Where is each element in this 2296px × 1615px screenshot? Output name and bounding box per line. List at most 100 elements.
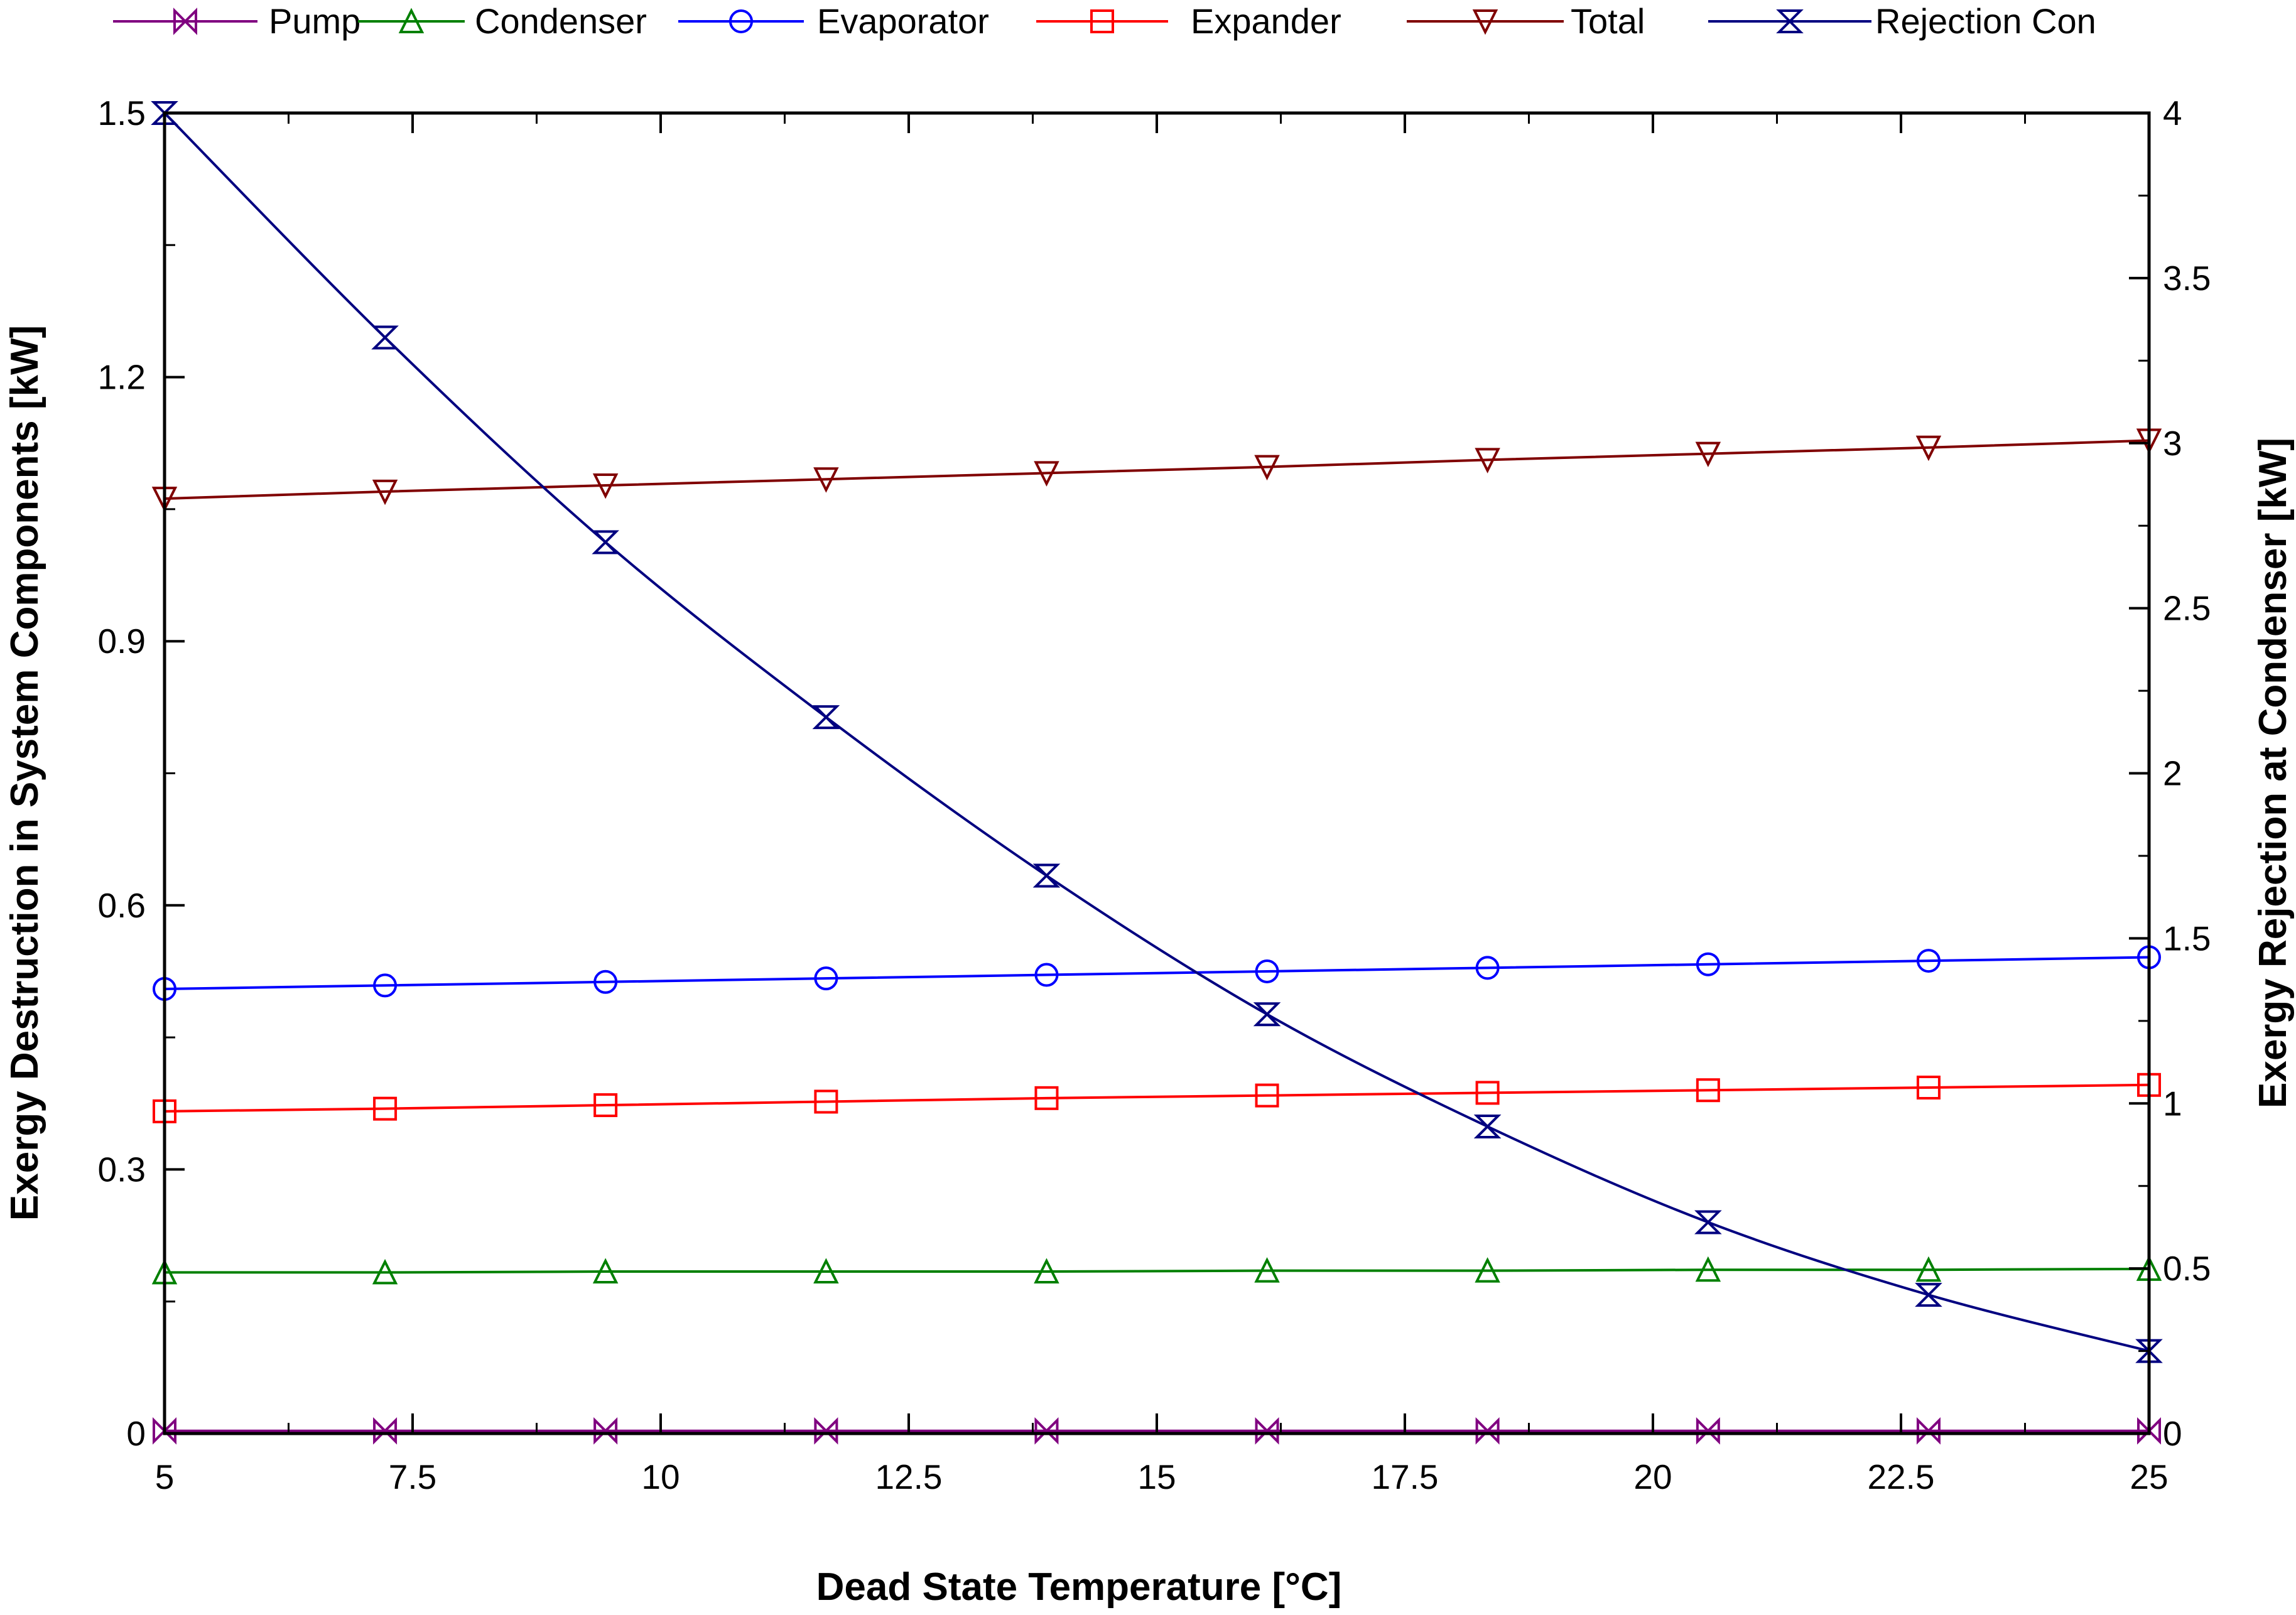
data-point-total [1254,455,1280,481]
data-point-condenser [1695,1256,1721,1282]
data-point-condenser [1034,1258,1059,1284]
x-tick-label: 12.5 [875,1457,942,1496]
legend-label-expander: Expander [1191,1,1341,41]
data-point-expander [1696,1078,1720,1103]
legend-label-evaporator: Evaporator [817,1,989,41]
data-point-evaporator [373,973,398,998]
series-evaporator [153,945,2161,1001]
legend-label-pump: Pump [269,1,360,41]
y-tick-label: 1.5 [98,94,146,132]
plot-frame [163,111,2151,1435]
series-condenser [151,1255,2162,1285]
data-point-condenser [1254,1257,1280,1283]
legend-item-condenser: Condenser [358,1,647,41]
y2-tick-label: 3 [2163,424,2182,463]
data-point-rejection-con [812,705,840,730]
x-tick-label: 22.5 [1867,1457,1934,1496]
axes: 5 7.5 10 12.5 15 17.5 20 22.5 2500.30.60.91.21.5… [98,94,2211,1496]
legend-item-evaporator: Evaporator [678,1,989,41]
data-point-expander [1255,1083,1279,1108]
data-point-evaporator [1034,963,1059,987]
data-point-evaporator [593,970,618,994]
data-point-expander [814,1089,838,1114]
y-tick-label: 1.2 [98,358,146,397]
series-expander [153,1072,2161,1123]
y2-tick-label: 3.5 [2163,259,2211,298]
y-tick-label: 0.6 [98,886,146,925]
data-point-rejection-con [1915,1283,1942,1307]
data-point-expander [1916,1076,1941,1100]
x-tick-label: 25 [2130,1457,2168,1496]
data-point-total [1034,461,1059,487]
legend: Pump Condenser Evaporator Expander Total Reje… [113,1,2096,41]
data-point-evaporator [814,966,838,991]
data-point-expander [593,1093,618,1118]
legend-marker-pump [173,8,197,35]
series-line-expander [164,1083,2150,1113]
legend-marker-condenser [398,8,425,33]
y2-tick-label: 2 [2163,754,2182,793]
y-tick-label: 0 [126,1414,146,1453]
y-tick-label: 0.3 [98,1150,146,1189]
series-line-evaporator [164,956,2150,990]
y2-tick-label: 4 [2163,94,2182,132]
plot-area [151,101,2163,1445]
series-line-total [164,439,2150,500]
legend-label-condenser: Condenser [475,1,647,41]
legend-label-total: Total [1571,1,1645,41]
legend-item-expander: Expander [1036,1,1341,41]
data-point-total [372,479,398,505]
x-tick-label: 5 [155,1457,175,1496]
data-point-total [813,467,839,493]
legend-item-pump: Pump [113,1,360,41]
data-point-expander [373,1096,398,1121]
y2-tick-label: 0.5 [2163,1249,2211,1288]
legend-marker-expander [1090,9,1114,33]
data-point-expander [1475,1081,1500,1105]
legend-marker-rejection-con [1776,9,1804,33]
y-axis-title: Exergy Destruction in System Components … [3,325,46,1221]
data-point-condenser [1475,1257,1500,1283]
data-point-rejection-con [1253,1002,1281,1027]
data-point-rejection-con [1473,1115,1502,1139]
legend-item-total: Total [1407,1,1645,41]
data-point-evaporator [1475,956,1500,980]
y2-tick-label: 0 [2163,1414,2182,1453]
data-point-condenser [592,1258,619,1284]
legend-marker-evaporator [729,9,753,33]
x-tick-label: 20 [1633,1457,1672,1496]
data-point-evaporator [1255,959,1279,983]
data-point-total [592,473,619,499]
legend-label-rejection-con: Rejection Con [1875,1,2096,41]
series-line-condenser [165,1267,2150,1274]
data-point-condenser [1915,1256,1942,1282]
y2-axis-title: Exergy Rejection at Condenser [kW] [2251,438,2295,1108]
series-rejection-con [151,101,2163,1363]
y2-tick-label: 1 [2163,1084,2182,1123]
y-tick-label: 0.9 [98,622,146,661]
data-point-evaporator [1916,949,1941,973]
x-tick-label: 10 [641,1457,680,1496]
data-point-total [1915,435,1942,462]
data-point-expander [1034,1086,1059,1110]
x-tick-label: 15 [1137,1457,1176,1496]
data-point-rejection-con [371,325,399,350]
data-point-evaporator [1696,952,1720,976]
data-point-rejection-con [1032,863,1061,888]
data-point-total [1475,448,1500,473]
data-point-total [1695,441,1721,468]
x-tick-label: 7.5 [389,1457,436,1496]
data-point-rejection-con [2135,1339,2163,1363]
data-point-rejection-con [1694,1210,1722,1234]
data-point-condenser [372,1258,398,1285]
x-tick-label: 17.5 [1371,1457,1438,1496]
legend-marker-total [1472,9,1498,35]
data-point-condenser [813,1258,839,1284]
y2-tick-label: 2.5 [2163,589,2211,628]
x-axis-title: Dead State Temperature [°C] [816,1565,1342,1609]
y2-tick-label: 1.5 [2163,919,2211,958]
data-point-rejection-con [151,101,178,125]
data-point-rejection-con [592,530,619,554]
